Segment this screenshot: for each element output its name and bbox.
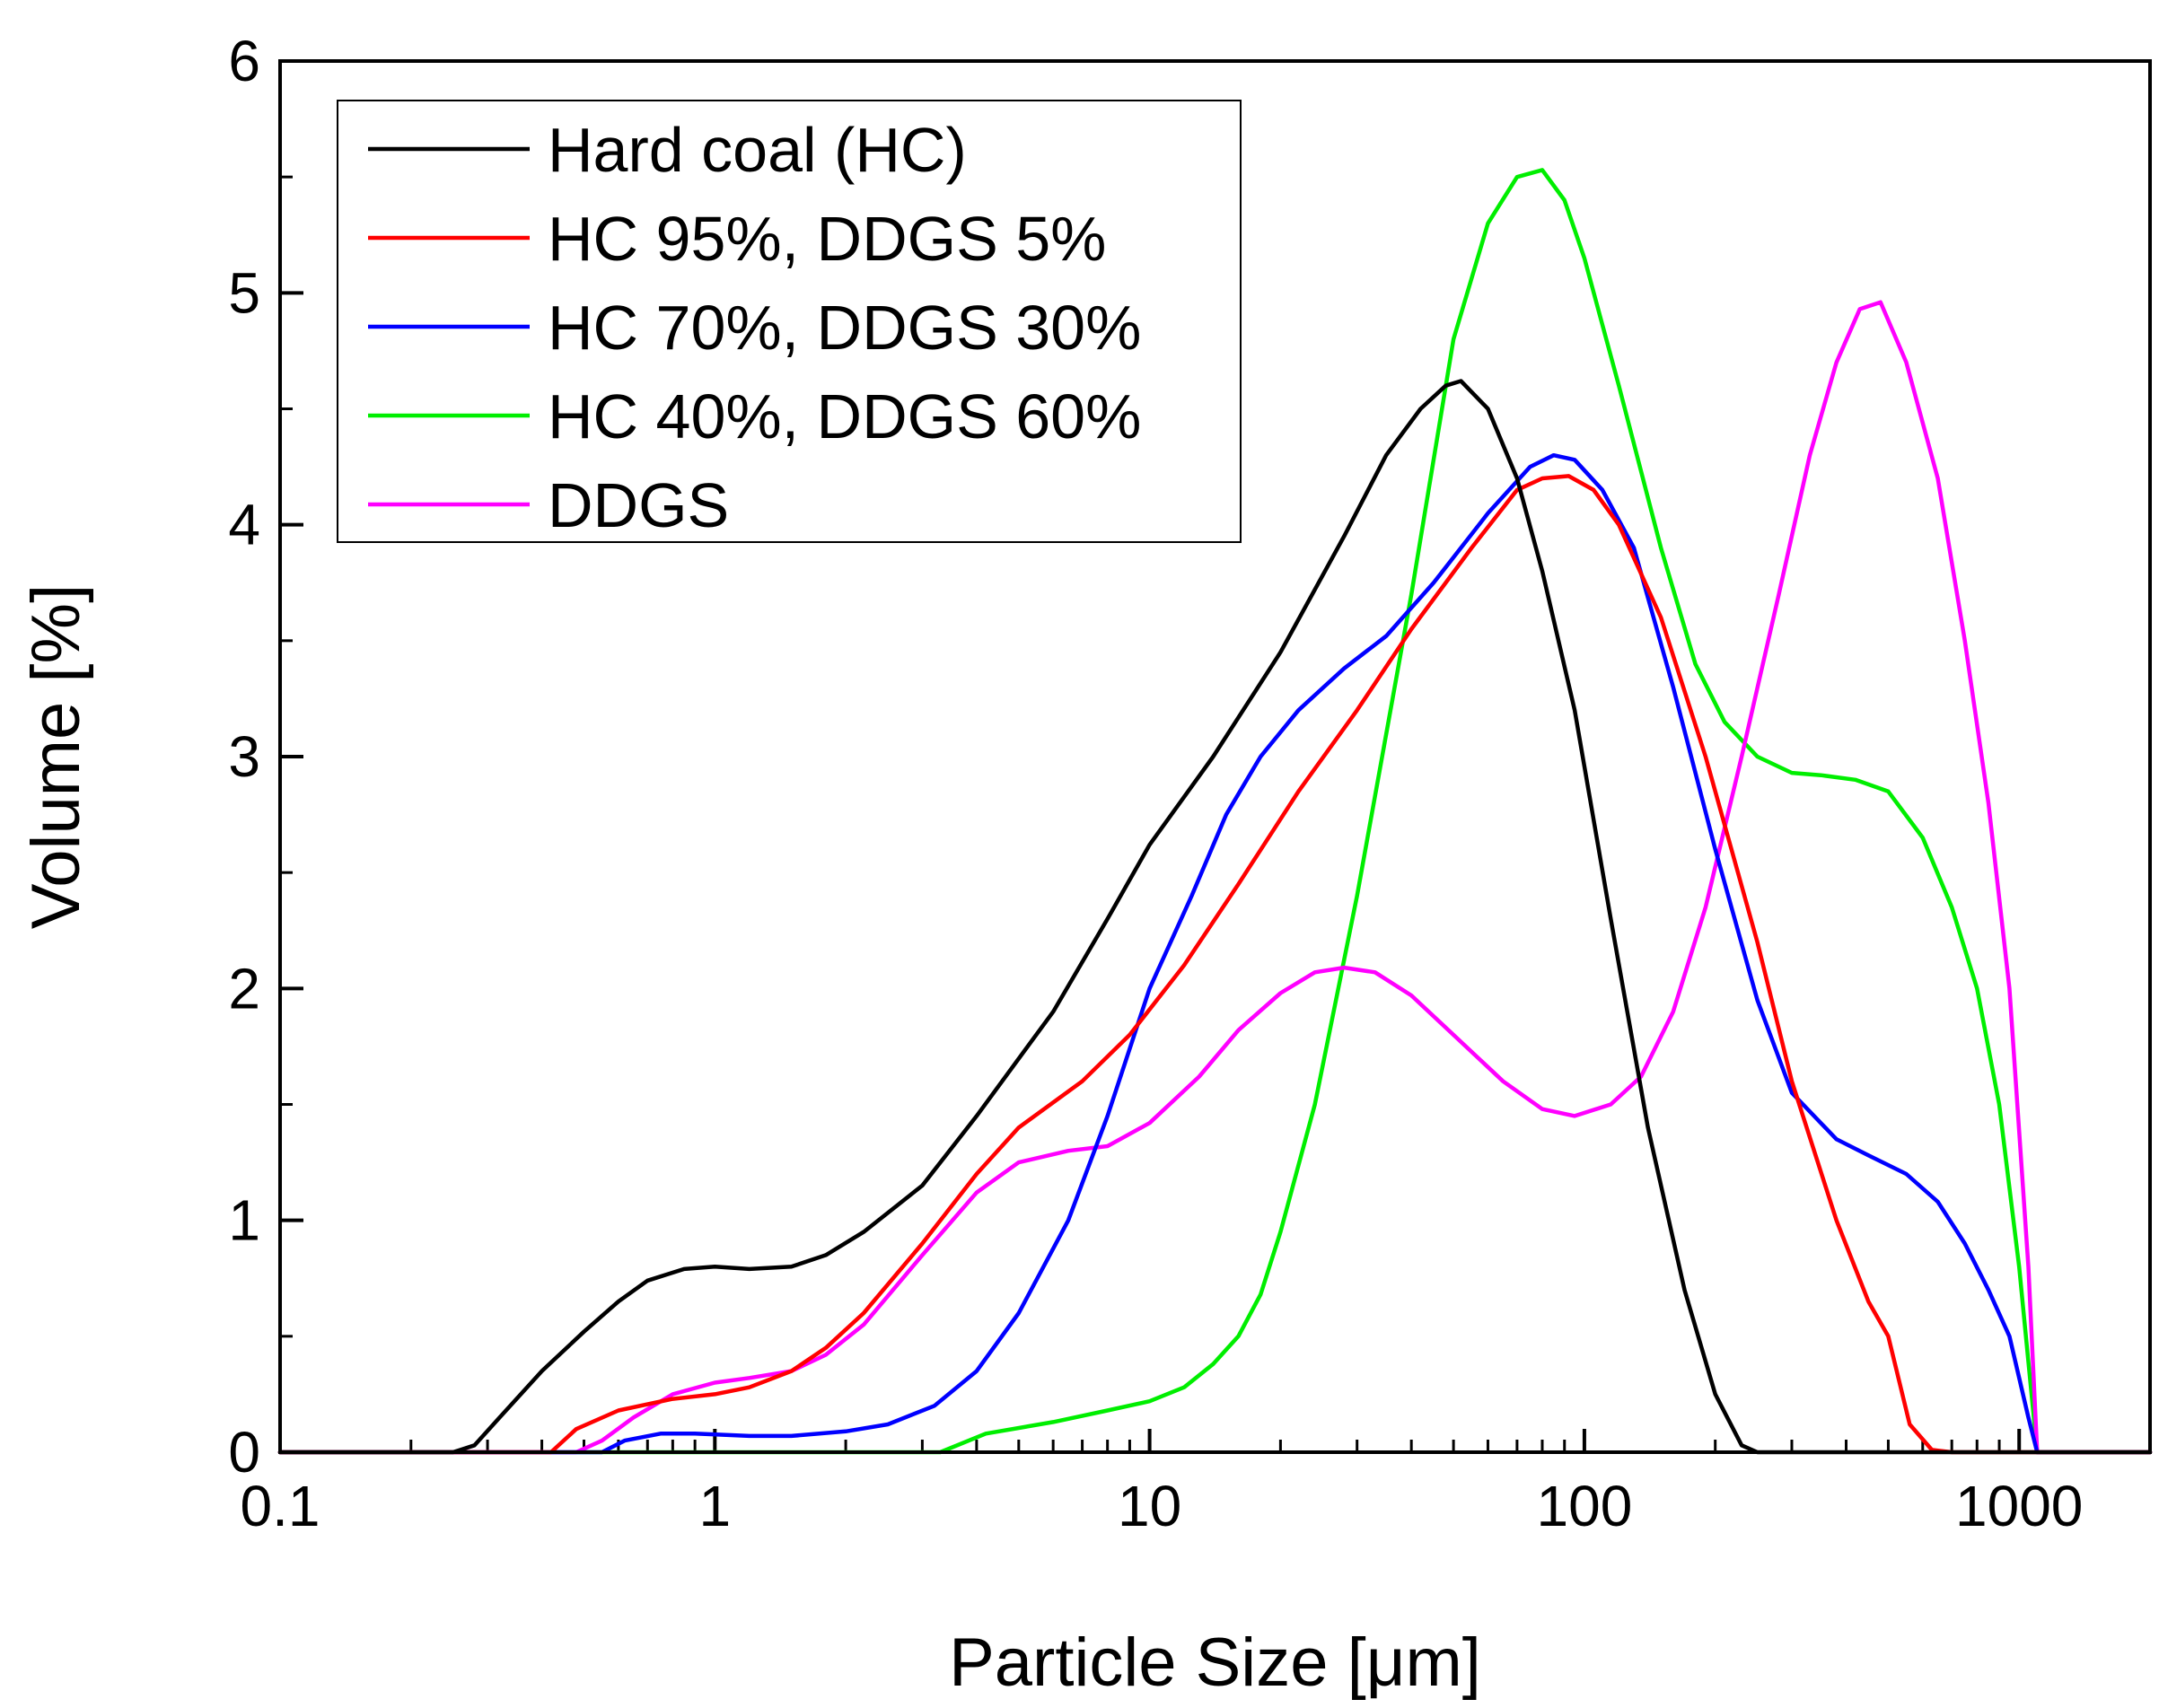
series-line-3	[277, 452, 2153, 1455]
legend-label-3: HC 70%, DDGS 30%	[548, 293, 1141, 363]
y-tick-labels: 0 1 2 3 4 5 6	[228, 29, 260, 1485]
series-line-1	[277, 379, 2153, 1455]
series-lines	[277, 168, 2153, 1455]
x-tick-labels: 0.1 1 10 100 1000	[241, 1474, 2084, 1538]
legend: Hard coal (HC) HC 95%, DDGS 5% HC 70%, DDG…	[337, 100, 1242, 543]
x-tick-label: 0.1	[241, 1474, 320, 1538]
x-tick-label: 1000	[1955, 1474, 2083, 1538]
legend-label-2: HC 95%, DDGS 5%	[548, 204, 1106, 274]
x-tick-label: 10	[1118, 1474, 1181, 1538]
series-line-4	[277, 168, 2153, 1455]
y-minor-ticks	[280, 175, 293, 1338]
y-tick-label: 2	[228, 956, 260, 1020]
series-line-2	[277, 474, 2153, 1455]
x-axis-title: Particle Size [μm]	[949, 1625, 1481, 1701]
x-tick-label: 100	[1537, 1474, 1633, 1538]
y-tick-label: 0	[228, 1420, 260, 1485]
y-axis-title: Volume [%]	[18, 584, 94, 929]
y-tick-label: 5	[228, 260, 260, 325]
x-minor-ticks	[409, 1440, 2152, 1452]
y-tick-label: 4	[228, 493, 260, 557]
x-tick-label: 1	[699, 1474, 732, 1538]
legend-label-1: Hard coal (HC)	[548, 115, 967, 185]
y-tick-label: 6	[228, 29, 260, 93]
y-tick-label: 3	[228, 724, 260, 789]
legend-label-4: HC 40%, DDGS 60%	[548, 381, 1141, 451]
plot-frame	[278, 59, 2152, 1454]
legend-box	[337, 100, 1242, 543]
y-tick-label: 1	[228, 1188, 260, 1253]
legend-label-5: DDGS	[548, 470, 729, 540]
